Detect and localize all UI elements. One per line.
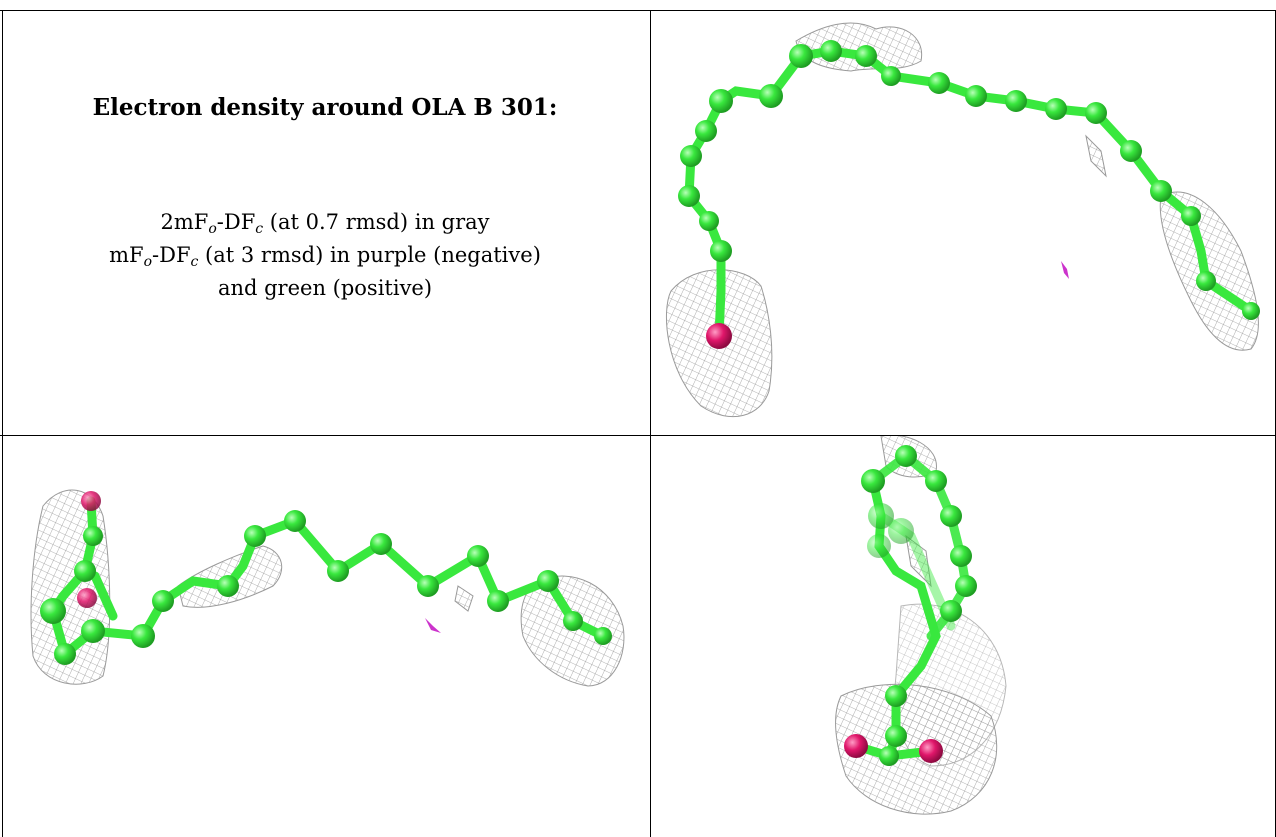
molecule-view-1 — [666, 22, 1260, 418]
map1-sub-c: c — [255, 221, 264, 237]
oxygen-atom — [844, 734, 868, 758]
map1-sub-o: o — [208, 221, 217, 237]
molecule-view-3 — [835, 436, 1007, 815]
density-mesh — [666, 22, 1259, 418]
table-border-left — [2, 10, 3, 837]
oxygen-atom — [77, 588, 97, 608]
carbon-atoms — [678, 40, 1260, 320]
map-positive-description: and green (positive) — [217, 276, 433, 300]
density-view-2 — [3, 436, 650, 837]
map1-mid: -DF — [216, 210, 256, 234]
oxygen-atom — [81, 491, 101, 511]
caption-cell: Electron density around OLA B 301: 2mFo-… — [0, 0, 650, 435]
density-view-1 — [651, 11, 1275, 435]
density-view-3 — [651, 436, 1275, 837]
carbon-atoms — [861, 445, 977, 766]
map2-prefix: mF — [109, 243, 144, 267]
map-2mfo-dfc-description: 2mFo-DFc (at 0.7 rmsd) in gray — [0, 210, 650, 237]
molecule-view-2 — [30, 489, 625, 687]
table-border-top — [0, 10, 1276, 11]
carbon-atoms — [40, 510, 612, 665]
map1-prefix: 2mF — [160, 210, 209, 234]
table-divider-vertical — [650, 10, 651, 837]
oxygen-atom — [919, 739, 943, 763]
oxygen-atom — [706, 323, 732, 349]
table-divider-horizontal — [0, 435, 1276, 436]
map-mfo-dfc-description: mFo-DFc (at 3 rmsd) in purple (negative) — [0, 243, 650, 270]
map2-suffix: (at 3 rmsd) in purple (negative) — [198, 243, 541, 267]
negative-density-blob — [1061, 261, 1069, 279]
map2-sub-o: o — [143, 254, 153, 270]
map2-sub-c: c — [190, 254, 199, 270]
map1-suffix: (at 0.7 rmsd) in gray — [263, 210, 490, 234]
density-mesh — [835, 436, 1007, 815]
figure-title: Electron density around OLA B 301: — [92, 94, 558, 121]
negative-density-blob — [425, 618, 441, 633]
map2-mid: -DF — [152, 243, 191, 267]
